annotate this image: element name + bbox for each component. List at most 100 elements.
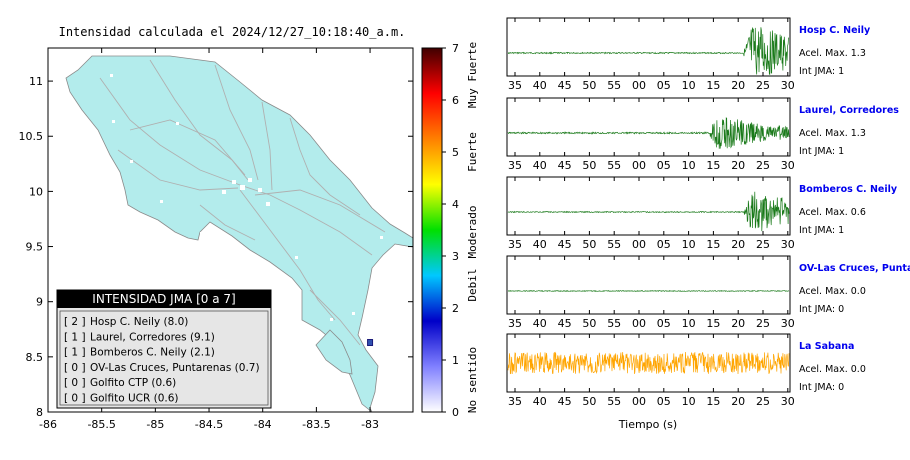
waveform-trace xyxy=(507,117,790,149)
map-y-tick-label: 10.5 xyxy=(19,130,44,143)
station-acel: Acel. Max. 0.0 xyxy=(799,364,866,375)
legend-entries: [ 2 ] Hosp C. Neily (8.0) [ 1 ] Laurel, Cor… xyxy=(64,316,260,405)
panel-x-tick-label: 30 xyxy=(781,159,795,172)
station-jma: Int JMA: 0 xyxy=(799,304,844,315)
panel-x-tick-label: 10 xyxy=(682,238,696,251)
waveform-trace xyxy=(507,191,790,232)
station-jma: Int JMA: 1 xyxy=(799,146,844,157)
legend-entry-jma: [ 2 ] xyxy=(64,316,86,328)
osa-peninsula xyxy=(315,329,353,375)
panel-x-tick-label: 25 xyxy=(756,317,770,330)
panel-x-tick-label: 50 xyxy=(582,79,596,92)
panel-x-tick-label: 45 xyxy=(558,159,572,172)
panel-x-tick-label: 15 xyxy=(706,79,720,92)
map-y-tick-label: 8 xyxy=(36,406,43,419)
panel-x-tick-label: 55 xyxy=(607,395,621,408)
panel-frame xyxy=(506,97,791,157)
colorbar-tick-label: 2 xyxy=(452,302,459,315)
station-acel: Acel. Max. 0.6 xyxy=(799,207,866,218)
panel-x-tick-label: 30 xyxy=(781,395,795,408)
legend-entry-label: Hosp C. Neily (8.0) xyxy=(90,316,188,328)
panel-x-tick-label: 50 xyxy=(582,317,596,330)
map-y-tick-label: 10 xyxy=(29,185,43,198)
legend-entry-jma: [ 1 ] xyxy=(64,331,86,343)
panel-x-tick-label: 55 xyxy=(607,238,621,251)
panel-x-tick-label: 05 xyxy=(657,238,671,251)
panel-x-tick-label: 20 xyxy=(731,79,745,92)
seismogram-panel: 35 40 45 50 55 00 05 10 15 20 25 30 Hosp C. Neily Ace… xyxy=(506,17,871,92)
map-x-tick-label: -86 xyxy=(39,418,57,431)
map-frame xyxy=(47,47,414,413)
station-name: Bomberos C. Neily xyxy=(799,184,898,195)
panel-x-tick-label: 10 xyxy=(682,159,696,172)
panel-x-tick-label: 45 xyxy=(558,238,572,251)
legend-entry-label: Golfito UCR (0.6) xyxy=(90,393,179,405)
colorbar-category-label: Moderado xyxy=(466,206,479,259)
colorbar-category-label: Fuerte xyxy=(466,132,479,172)
seismogram-panel: 35 40 45 50 55 00 05 10 15 20 25 30 OV-Las Cruces, P… xyxy=(506,255,910,330)
costa-rica-landmass xyxy=(65,55,414,413)
panel-x-tick-label: 40 xyxy=(533,238,547,251)
panel-x-tick-label: 20 xyxy=(731,317,745,330)
station-acel: Acel. Max. 0.0 xyxy=(799,286,866,297)
legend-entry-label: Laurel, Corredores (9.1) xyxy=(90,331,215,343)
map-y-tick-label: 9.5 xyxy=(26,241,44,254)
legend-entry-label: OV-Las Cruces, Puntarenas (0.7) xyxy=(90,362,260,374)
intensity-legend: INTENSIDAD JMA [0 a 7] [ 2 ] Hosp C. Neil… xyxy=(56,289,272,409)
map-x-tick-label: -83.5 xyxy=(302,418,330,431)
panel-x-tick-label: 50 xyxy=(582,159,596,172)
station-name: Laurel, Corredores xyxy=(799,105,899,116)
panel-x-tick-label: 25 xyxy=(756,238,770,251)
panel-x-tick-label: 55 xyxy=(607,159,621,172)
seismogram-panel: 35 40 45 50 55 00 05 10 15 20 25 30 Bomberos C. Neil… xyxy=(506,176,898,251)
map-x-tick-label: -85.5 xyxy=(87,418,115,431)
panel-x-tick-label: 40 xyxy=(533,317,547,330)
seismogram-panel: 35 40 45 50 55 00 05 10 15 20 25 30 Laurel, Corredor… xyxy=(506,97,899,172)
legend-entry-jma: [ 0 ] xyxy=(64,377,86,389)
panel-x-tick-label: 15 xyxy=(706,159,720,172)
colorbar-tick-label: 7 xyxy=(452,42,459,55)
panel-x-tick-label: 40 xyxy=(533,159,547,172)
panel-x-tick-label: 00 xyxy=(632,79,646,92)
station-marker xyxy=(367,339,374,347)
panel-x-tick-label: 50 xyxy=(582,238,596,251)
panel-x-tick-label: 40 xyxy=(533,395,547,408)
map-x-tick-label: -83 xyxy=(361,418,379,431)
panel-x-tick-label: 00 xyxy=(632,317,646,330)
seismogram-panel: 35 40 45 50 55 00 05 10 15 20 25 30 La Sabana Acel. M… xyxy=(506,333,866,408)
map-y-tick-label: 9 xyxy=(36,296,43,309)
panel-x-tick-label: 30 xyxy=(781,317,795,330)
station-acel: Acel. Max. 1.3 xyxy=(799,128,866,139)
colorbar-category-label: No sentido xyxy=(466,347,479,413)
colorbar-tick-label: 4 xyxy=(452,198,459,211)
panel-frame xyxy=(506,255,791,315)
panel-x-tick-label: 00 xyxy=(632,238,646,251)
panel-frame xyxy=(506,176,791,236)
map-y-tick-label: 11 xyxy=(29,75,43,88)
panel-x-tick-label: 40 xyxy=(533,79,547,92)
panel-x-tick-label: 15 xyxy=(706,395,720,408)
station-name: Hosp C. Neily xyxy=(799,25,871,36)
panel-x-tick-label: 00 xyxy=(632,395,646,408)
panel-x-tick-label: 05 xyxy=(657,395,671,408)
panel-x-tick-label: 35 xyxy=(508,317,522,330)
seismogram-panels: 35 40 45 50 55 00 05 10 15 20 25 30 Hosp C. Neily Ace… xyxy=(506,17,910,408)
panel-x-tick-label: 30 xyxy=(781,79,795,92)
panel-x-tick-label: 00 xyxy=(632,159,646,172)
map-x-tick-label: -84 xyxy=(254,418,272,431)
panel-x-tick-label: 35 xyxy=(508,238,522,251)
panel-x-tick-label: 15 xyxy=(706,238,720,251)
station-acel: Acel. Max. 1.3 xyxy=(799,48,866,59)
panel-x-tick-label: 20 xyxy=(731,238,745,251)
colorbar-categories: No sentido Debil Moderado Fuerte Muy Fuerte xyxy=(466,42,479,413)
colorbar-ticks: 0 1 2 3 4 5 6 7 xyxy=(442,42,459,419)
colorbar-category-label: Debil xyxy=(466,268,479,301)
map-axes: -86 -85.5 -85 -84.5 -84 -83.5 -83 8 8.5 9 9.5 10 10.… xyxy=(19,48,413,431)
panel-x-tick-label: 05 xyxy=(657,317,671,330)
panel-x-tick-label: 20 xyxy=(731,395,745,408)
legend-entry-label: Golfito CTP (0.6) xyxy=(90,377,176,389)
panel-x-tick-label: 25 xyxy=(756,159,770,172)
map-title: Intensidad calculada el 2024/12/27_10:18… xyxy=(59,25,406,39)
panel-x-tick-label: 10 xyxy=(682,317,696,330)
